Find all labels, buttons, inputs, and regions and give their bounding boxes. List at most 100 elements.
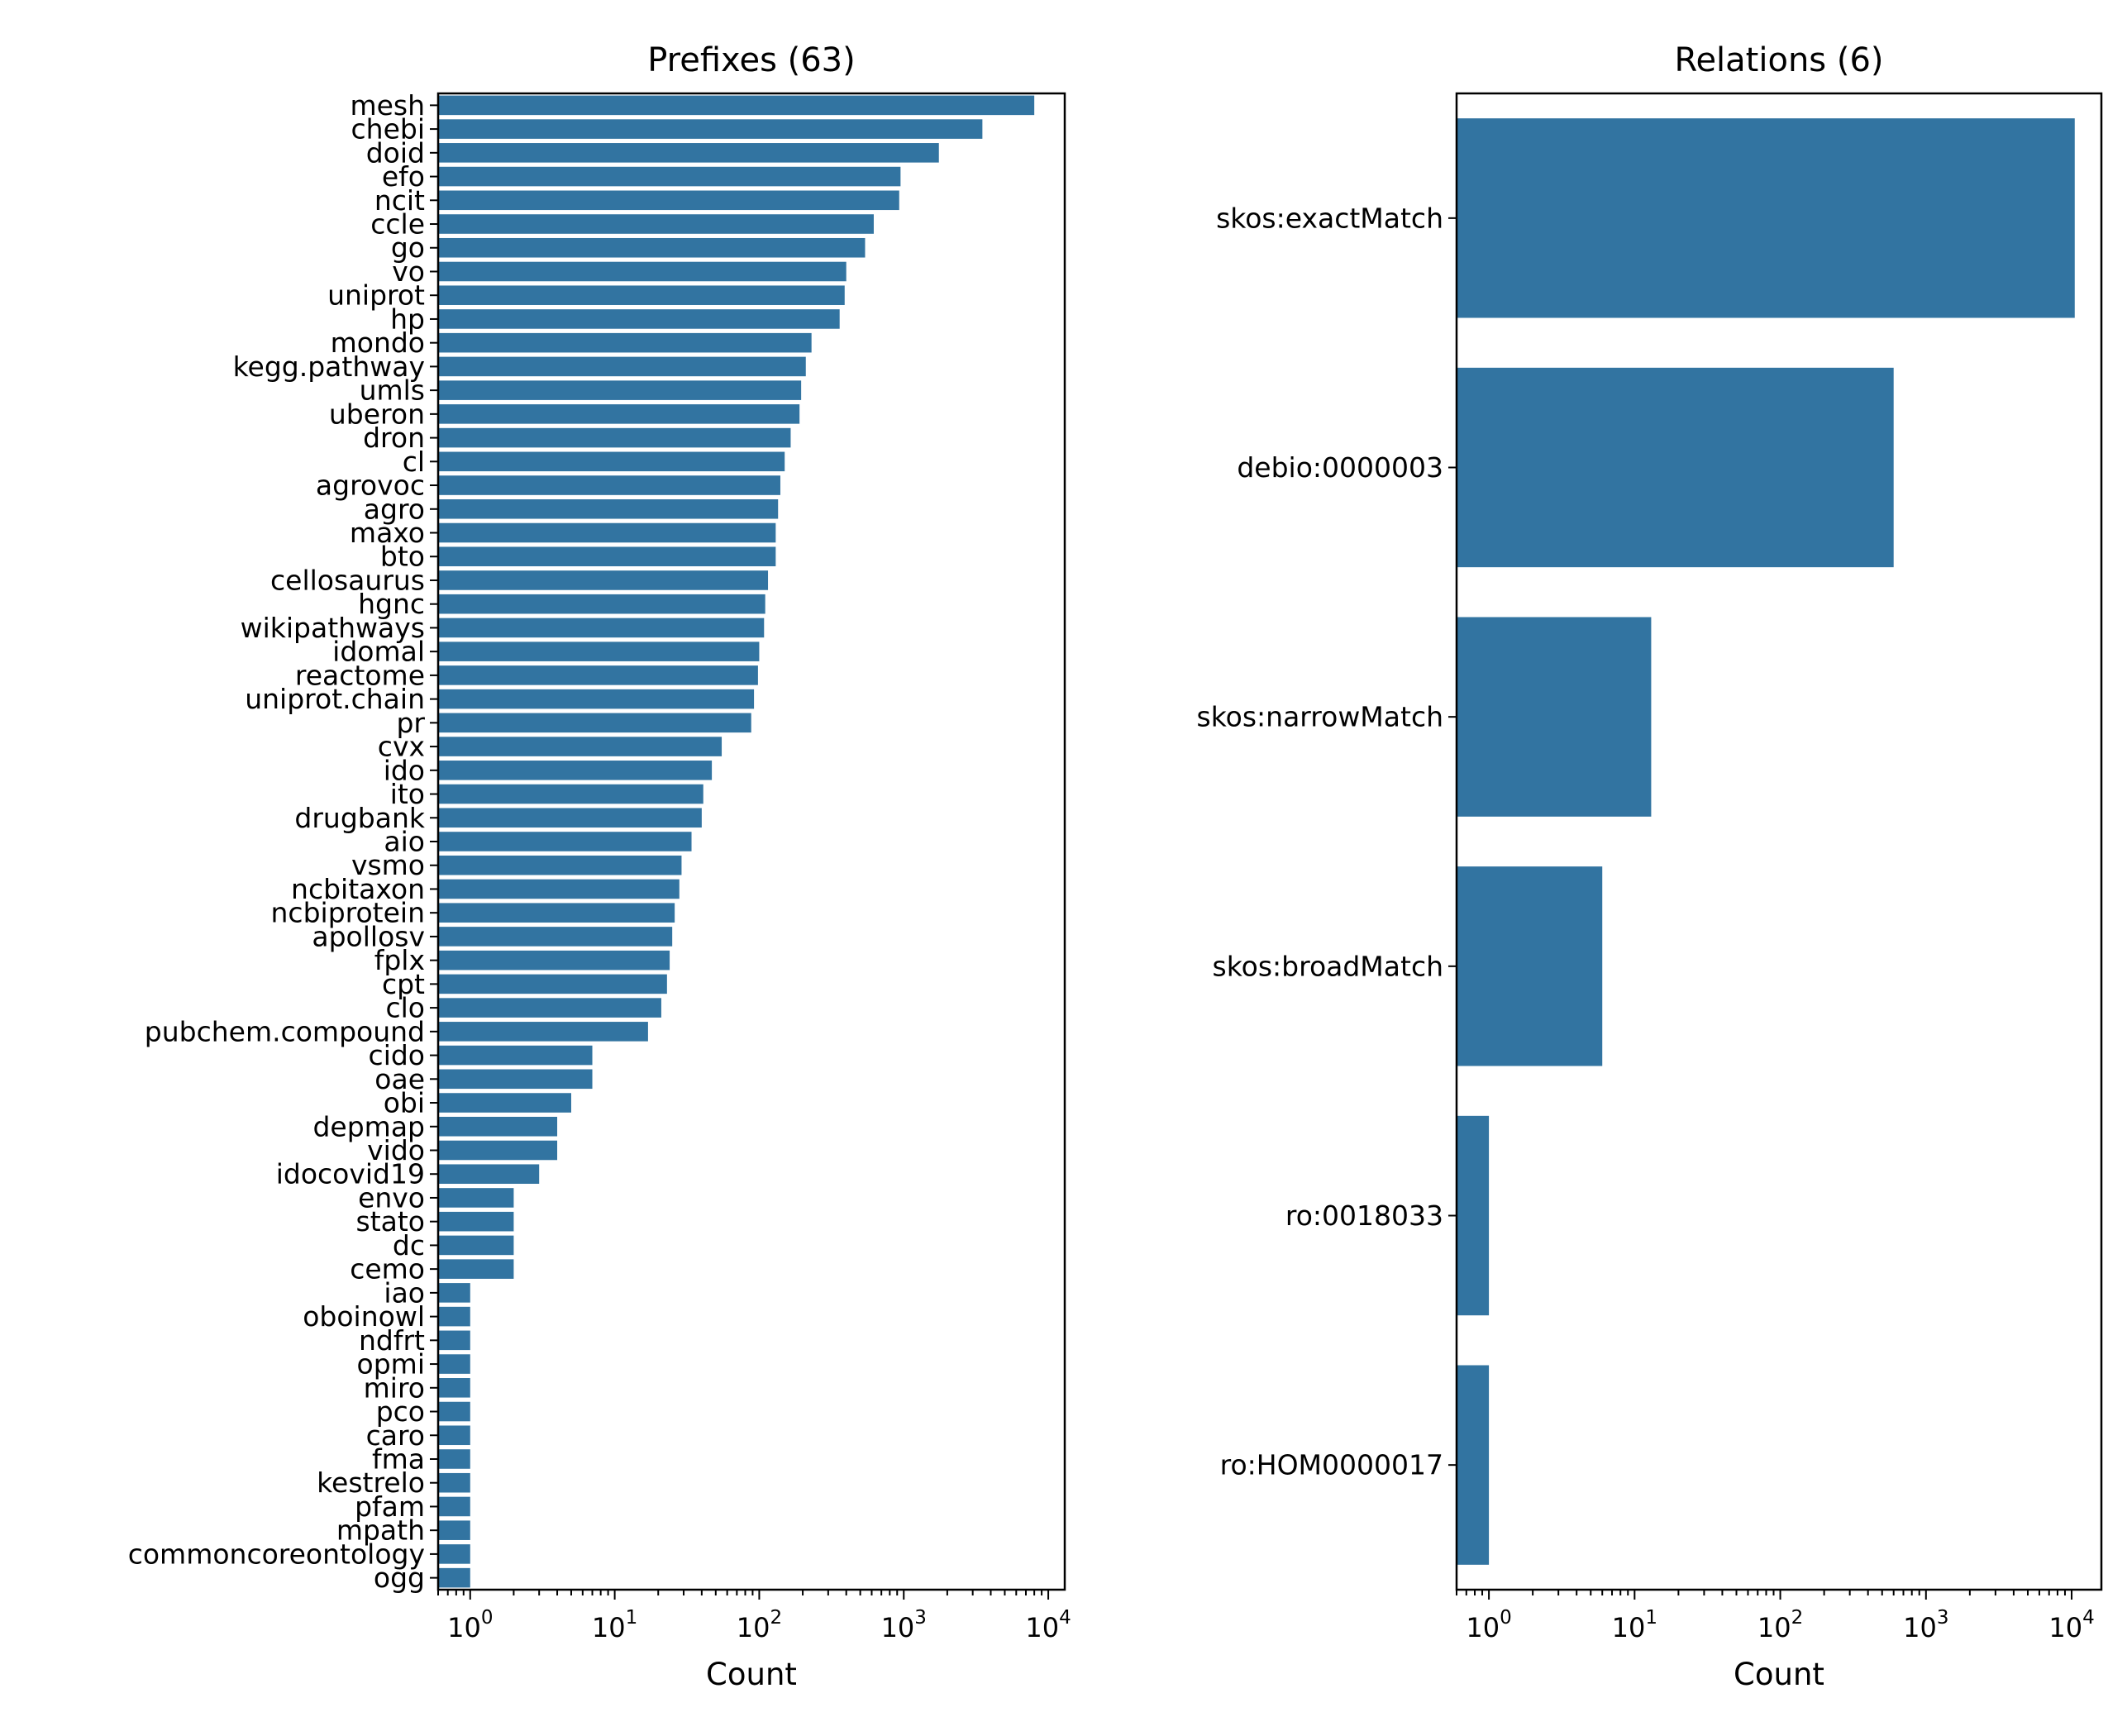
prefix-label-mesh: mesh [350,89,425,122]
prefix-label-mpath: mpath [336,1514,425,1547]
prefix-bar-fplx [438,950,670,971]
prefix-label-doid: doid [366,136,425,169]
relation-label-ro:HOM0000017: ro:HOM0000017 [1220,1449,1443,1481]
relation-label-ro:0018033: ro:0018033 [1285,1199,1443,1232]
prefix-label-uberon: uberon [329,398,425,430]
prefix-bar-ncit [438,190,899,211]
prefix-label-iao: iao [384,1276,425,1309]
prefix-label-pr: pr [396,707,425,739]
prefix-label-idomal: idomal [332,636,425,668]
relation-axes-frame [1455,92,2103,1591]
prefix-bar-ccle [438,214,874,234]
prefix-bar-kegg.pathway [438,356,806,377]
prefix-bar-dron [438,427,791,448]
relations-panel: skos:exactMatch debio:0000003 skos:narrowM… [1197,41,2103,1692]
prefix-label-oboinowl: oboinowl [303,1300,425,1333]
prefix-label-vsmo: vsmo [351,849,425,881]
prefix-bar-hgnc [438,594,765,614]
relation-label-debio:0000003: debio:0000003 [1237,451,1443,484]
prefix-label-uniprot: uniprot [327,279,425,312]
prefix-bar-maxo [438,522,776,543]
prefix-label-pfam: pfam [355,1490,425,1523]
prefix-label-reactome: reactome [295,659,425,691]
prefix-bar-agrovoc [438,475,780,495]
prefix-bar-oae [438,1069,593,1090]
prefix-label-ndfrt: ndfrt [359,1324,425,1357]
prefix-bar-idomal [438,641,760,661]
prefix-label-vo: vo [392,255,425,288]
prefix-bar-obi [438,1093,571,1113]
relation-bar-skos:narrowMatch [1457,617,1652,817]
prefix-bar-idocovid19 [438,1164,540,1185]
prefix-bar-pr [438,713,751,733]
prefix-label-efo: efo [382,160,425,193]
prefix-xtick-label-0: 100 [447,1607,493,1643]
relation-xtick-label-1: 101 [1612,1607,1657,1643]
relation-bar-skos:exactMatch [1457,118,2075,318]
relation-xtick-label-0: 100 [1466,1607,1511,1643]
prefix-label-ido: ido [384,754,425,786]
prefix-bar-pfam [438,1496,470,1517]
prefix-label-ccle: ccle [370,208,425,241]
prefix-label-ogg: ogg [374,1562,425,1594]
prefix-xtick-label-1: 101 [592,1607,637,1643]
prefix-label-kegg.pathway: kegg.pathway [233,351,425,383]
relation-chart-title: Relations (6) [1674,41,1883,79]
prefix-bar-envo [438,1188,514,1208]
prefix-bar-pubchem.compound [438,1022,648,1042]
prefix-label-mondo: mondo [331,327,425,359]
prefix-label-caro: caro [366,1419,425,1452]
prefix-bar-drugbank [438,808,702,828]
prefix-x-axis-label: Count [706,1657,797,1692]
relation-xtick-label-4: 104 [2048,1607,2094,1643]
prefix-label-maxo: maxo [350,517,425,549]
relation-label-skos:broadMatch: skos:broadMatch [1213,950,1443,982]
prefix-label-envo: envo [358,1181,425,1214]
prefix-label-ito: ito [390,778,425,810]
prefix-bar-mesh [438,95,1035,116]
prefix-bar-efo [438,166,901,187]
prefix-bar-bto [438,546,776,567]
prefix-label-umls: umls [360,374,425,407]
prefix-label-bto: bto [380,541,425,573]
prefix-bar-miro [438,1378,470,1398]
relation-xtick-label-3: 103 [1903,1607,1948,1643]
relation-label-skos:exactMatch: skos:exactMatch [1216,202,1443,234]
prefix-xtick-label-3: 103 [881,1607,927,1643]
prefix-label-vido: vido [367,1134,425,1166]
prefix-bar-mondo [438,332,812,353]
prefix-label-clo: clo [385,992,425,1024]
prefix-label-agro: agro [364,493,425,525]
prefix-label-kestrelo: kestrelo [317,1467,425,1499]
prefix-bar-stato [438,1211,514,1232]
prefix-bar-opmi [438,1354,470,1374]
prefix-bar-agro [438,498,779,519]
prefix-bar-chebi [438,119,983,139]
prefix-bar-uniprot [438,285,845,305]
prefix-bar-cvx [438,737,723,756]
prefix-label-cl: cl [403,446,425,478]
prefix-bar-vsmo [438,855,682,875]
prefix-label-apollosv: apollosv [312,920,425,952]
prefix-bar-reactome [438,665,758,685]
prefix-label-pubchem.compound: pubchem.compound [145,1015,425,1047]
prefix-label-ncbiprotein: ncbiprotein [271,897,425,929]
relation-label-skos:narrowMatch: skos:narrowMatch [1197,701,1443,733]
prefix-bar-hp [438,309,840,329]
prefix-bar-kestrelo [438,1472,470,1493]
prefix-label-dc: dc [393,1229,425,1261]
prefix-label-ncbitaxon: ncbitaxon [291,873,425,905]
prefix-axes-frame [436,92,1066,1591]
prefix-label-hp: hp [390,303,425,335]
prefix-label-cido: cido [369,1039,425,1071]
prefix-bar-go [438,237,866,258]
prefix-label-cpt: cpt [382,968,425,1000]
prefix-bar-iao [438,1283,470,1303]
prefix-label-cvx: cvx [378,731,425,763]
prefix-bar-ido [438,761,713,780]
prefix-label-obi: obi [384,1087,425,1119]
prefix-label-go: go [391,231,425,264]
relation-xtick-label-2: 102 [1757,1607,1803,1643]
prefix-label-fma: fma [372,1443,425,1475]
prefix-bar-mpath [438,1520,470,1540]
